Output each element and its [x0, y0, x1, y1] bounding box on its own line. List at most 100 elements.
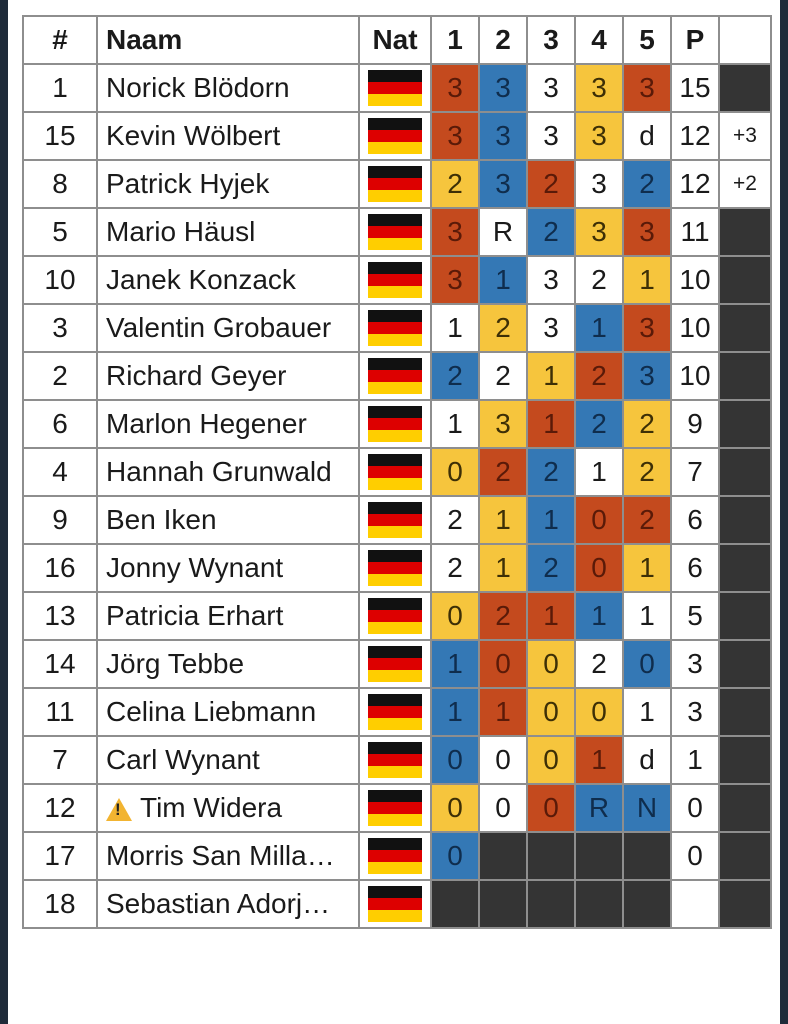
nat-cell	[358, 159, 432, 209]
name-cell[interactable]: Jonny Wynant	[96, 543, 360, 593]
name-cell[interactable]: Tim Widera	[96, 783, 360, 833]
round-4-cell: 2	[574, 255, 624, 305]
round-3-cell	[526, 831, 576, 881]
points-cell: 7	[670, 447, 720, 497]
table-row[interactable]: 6 Marlon Hegener 1 3 1 2 2 9	[22, 399, 772, 449]
rider-name: Richard Geyer	[106, 360, 287, 391]
standings-body: 1 Norick Blödorn 3 3 3 3 3 15 15 Kevin Wölbert 3 3 3…	[22, 63, 772, 929]
points-cell: 1	[670, 735, 720, 785]
table-row[interactable]: 13 Patricia Erhart 0 2 1 1 1 5	[22, 591, 772, 641]
name-cell[interactable]: Patrick Hyjek	[96, 159, 360, 209]
table-row[interactable]: 1 Norick Blödorn 3 3 3 3 3 15	[22, 63, 772, 113]
name-cell[interactable]: Hannah Grunwald	[96, 447, 360, 497]
header-extra	[718, 15, 772, 65]
table-row[interactable]: 17 Morris San Milla… 0 0	[22, 831, 772, 881]
round-3-cell: 2	[526, 543, 576, 593]
germany-flag-icon	[368, 310, 422, 346]
germany-flag-icon	[368, 694, 422, 730]
round-1-cell: 1	[430, 687, 480, 737]
round-1-cell: 0	[430, 447, 480, 497]
table-row[interactable]: 5 Mario Häusl 3 R 2 3 3 11	[22, 207, 772, 257]
rider-name: Celina Liebmann	[106, 696, 317, 727]
round-4-cell: 3	[574, 207, 624, 257]
rider-name: Morris San Milla…	[106, 840, 335, 871]
round-2-cell: 1	[478, 255, 528, 305]
header-round-2[interactable]: 2	[478, 15, 528, 65]
points-cell: 10	[670, 255, 720, 305]
round-5-cell: 3	[622, 303, 672, 353]
rank-cell: 3	[22, 303, 98, 353]
name-cell[interactable]: Marlon Hegener	[96, 399, 360, 449]
header-round-5[interactable]: 5	[622, 15, 672, 65]
bonus-cell	[718, 735, 772, 785]
name-cell[interactable]: Sebastian Adorj…	[96, 879, 360, 929]
table-row[interactable]: 9 Ben Iken 2 1 1 0 2 6	[22, 495, 772, 545]
header-round-4[interactable]: 4	[574, 15, 624, 65]
points-cell: 10	[670, 303, 720, 353]
round-3-cell	[526, 879, 576, 929]
round-4-cell: R	[574, 783, 624, 833]
name-cell[interactable]: Celina Liebmann	[96, 687, 360, 737]
header-round-3[interactable]: 3	[526, 15, 576, 65]
round-1-cell: 0	[430, 831, 480, 881]
round-1-cell: 3	[430, 63, 480, 113]
name-cell[interactable]: Norick Blödorn	[96, 63, 360, 113]
header-rank[interactable]: #	[22, 15, 98, 65]
header-round-1[interactable]: 1	[430, 15, 480, 65]
round-2-cell: 3	[478, 63, 528, 113]
table-row[interactable]: 18 Sebastian Adorj…	[22, 879, 772, 929]
table-row[interactable]: 3 Valentin Grobauer 1 2 3 1 3 10	[22, 303, 772, 353]
round-1-cell: 0	[430, 735, 480, 785]
name-cell[interactable]: Morris San Milla…	[96, 831, 360, 881]
table-row[interactable]: 10 Janek Konzack 3 1 3 2 1 10	[22, 255, 772, 305]
bonus-cell	[718, 207, 772, 257]
round-4-cell: 1	[574, 591, 624, 641]
round-3-cell: 0	[526, 687, 576, 737]
round-1-cell: 2	[430, 159, 480, 209]
rank-cell: 12	[22, 783, 98, 833]
name-cell[interactable]: Ben Iken	[96, 495, 360, 545]
table-row[interactable]: 4 Hannah Grunwald 0 2 2 1 2 7	[22, 447, 772, 497]
round-3-cell: 1	[526, 399, 576, 449]
name-cell[interactable]: Patricia Erhart	[96, 591, 360, 641]
table-row[interactable]: 15 Kevin Wölbert 3 3 3 3 d 12 +3	[22, 111, 772, 161]
nat-cell	[358, 447, 432, 497]
bonus-cell	[718, 591, 772, 641]
rank-cell: 17	[22, 831, 98, 881]
name-cell[interactable]: Jörg Tebbe	[96, 639, 360, 689]
header-name[interactable]: Naam	[96, 15, 360, 65]
points-cell: 5	[670, 591, 720, 641]
header-nat[interactable]: Nat	[358, 15, 432, 65]
table-row[interactable]: 16 Jonny Wynant 2 1 2 0 1 6	[22, 543, 772, 593]
table-row[interactable]: 7 Carl Wynant 0 0 0 1 d 1	[22, 735, 772, 785]
name-cell[interactable]: Carl Wynant	[96, 735, 360, 785]
round-5-cell: 1	[622, 591, 672, 641]
round-2-cell	[478, 831, 528, 881]
round-1-cell: 3	[430, 111, 480, 161]
name-cell[interactable]: Mario Häusl	[96, 207, 360, 257]
nat-cell	[358, 543, 432, 593]
table-row[interactable]: 11 Celina Liebmann 1 1 0 0 1 3	[22, 687, 772, 737]
name-cell[interactable]: Kevin Wölbert	[96, 111, 360, 161]
bonus-cell	[718, 351, 772, 401]
header-points[interactable]: P	[670, 15, 720, 65]
table-row[interactable]: 14 Jörg Tebbe 1 0 0 2 0 3	[22, 639, 772, 689]
round-1-cell: 2	[430, 543, 480, 593]
rider-name: Patrick Hyjek	[106, 168, 270, 199]
round-3-cell: 1	[526, 591, 576, 641]
table-row[interactable]: 8 Patrick Hyjek 2 3 2 3 2 12 +2	[22, 159, 772, 209]
bonus-cell: +3	[718, 111, 772, 161]
round-4-cell	[574, 831, 624, 881]
name-cell[interactable]: Janek Konzack	[96, 255, 360, 305]
name-cell[interactable]: Richard Geyer	[96, 351, 360, 401]
round-5-cell: 3	[622, 351, 672, 401]
rank-cell: 1	[22, 63, 98, 113]
nat-cell	[358, 687, 432, 737]
round-1-cell: 2	[430, 495, 480, 545]
name-cell[interactable]: Valentin Grobauer	[96, 303, 360, 353]
germany-flag-icon	[368, 838, 422, 874]
rider-name: Patricia Erhart	[106, 600, 284, 631]
table-row[interactable]: 2 Richard Geyer 2 2 1 2 3 10	[22, 351, 772, 401]
round-3-cell: 0	[526, 783, 576, 833]
